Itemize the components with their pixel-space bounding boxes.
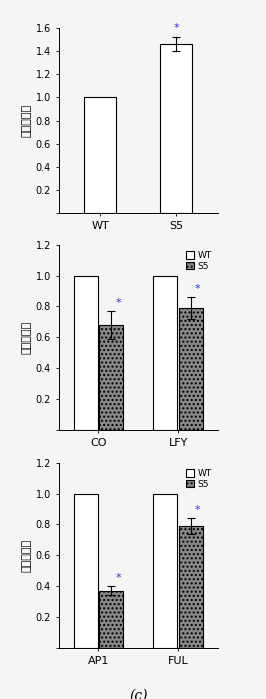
Text: *: * [195,284,201,294]
Legend: WT, S5: WT, S5 [184,467,214,491]
Bar [99,591,123,648]
Y-axis label: 基因表达量: 基因表达量 [21,539,31,572]
Bar [153,275,177,430]
Bar [74,493,98,648]
Bar [99,325,123,430]
Text: *: * [115,298,121,308]
Bar [153,493,177,648]
Bar [84,97,116,213]
Text: *: * [173,22,179,33]
Text: (b): (b) [128,470,148,484]
Text: (c): (c) [129,689,148,699]
Y-axis label: 基因表达量: 基因表达量 [21,321,31,354]
Bar [179,308,203,430]
Bar [74,275,98,430]
Text: *: * [195,505,201,515]
Text: (a): (a) [129,254,148,268]
Bar [160,44,192,213]
Bar [179,526,203,648]
Text: *: * [115,573,121,583]
Y-axis label: 基因表达量: 基因表达量 [21,104,31,137]
Legend: WT, S5: WT, S5 [184,249,214,273]
